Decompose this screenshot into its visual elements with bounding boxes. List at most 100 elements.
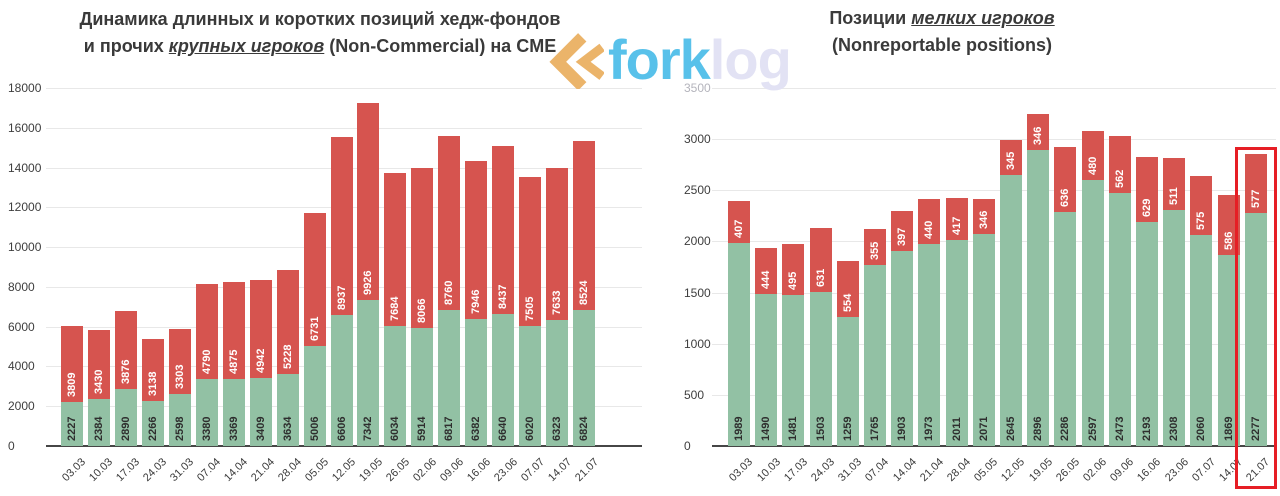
bar-segment-short (1217, 194, 1240, 255)
bar-segment-short (1000, 140, 1022, 176)
bar-value-label-short: 629 (1141, 198, 1153, 217)
gridline (712, 88, 1276, 89)
bar-segment-short (114, 311, 137, 389)
bar-value-label-long: 1973 (923, 416, 936, 441)
y-tick-label: 2000 (8, 399, 35, 414)
bar-value-label-long: 2645 (1005, 416, 1017, 441)
bar-value-label-long: 2896 (1032, 416, 1045, 441)
bar-value-label-short: 636 (1059, 188, 1072, 208)
underlined-large-players: крупных игроков (168, 36, 325, 56)
bar-value-label-long: 1481 (787, 416, 800, 441)
bar-segment-long (1217, 254, 1240, 446)
bar-value-label-short: 511 (1168, 187, 1181, 205)
bar-segment-long (809, 292, 832, 446)
bar-value-label-long: 2011 (950, 417, 963, 441)
bar-segment-short (411, 167, 434, 329)
bar-value-label-short: 345 (1005, 152, 1017, 171)
bar-value-label-short: 355 (869, 242, 881, 261)
x-tick-label: 09.06 (1108, 456, 1137, 484)
bar-value-label-long: 2473 (1113, 416, 1126, 441)
x-tick-label: 28.04 (945, 456, 974, 484)
gridline (712, 190, 1276, 192)
x-tick-label: 19.05 (1026, 456, 1055, 484)
bar-segment-short (195, 283, 218, 379)
bar-value-label-short: 440 (923, 220, 936, 240)
bar-segment-short (519, 177, 542, 327)
bar-segment-short (465, 161, 488, 320)
bar-segment-short (782, 243, 805, 295)
bar-segment-long (945, 240, 968, 446)
bar-segment-short (1163, 157, 1186, 210)
chart-right-title-line2: (Nonreportable positions) (832, 35, 1052, 55)
bar-segment-long (492, 313, 515, 446)
bar-segment-long (519, 326, 542, 446)
y-tick-label: 10000 (8, 240, 42, 255)
bar-segment-short (864, 229, 886, 266)
chart-right-title: Позиции мелких игроков (Nonreportable po… (772, 5, 1112, 59)
bar-segment-short (1190, 176, 1213, 236)
bar-value-label-short: 562 (1113, 169, 1126, 189)
y-tick-label: 3000 (684, 132, 711, 147)
bar-value-label-short: 346 (977, 210, 990, 230)
x-tick-label: 07.07 (1189, 456, 1218, 484)
bar-segment-long (1190, 235, 1213, 446)
bar-segment-short (330, 136, 353, 315)
bar-segment-long (728, 242, 750, 446)
forklog-logo: fork log (546, 28, 792, 92)
bar-value-label-short: 346 (1032, 126, 1045, 145)
bar-value-label-long: 1869 (1222, 416, 1235, 441)
bar-value-label-short: 397 (896, 227, 909, 247)
bar-value-label-short: 407 (733, 219, 745, 238)
bar-segment-long (1136, 221, 1158, 446)
bar-value-label-short: 417 (950, 216, 963, 236)
bar-value-label-long: 2060 (1195, 416, 1208, 441)
bar-segment-short (891, 210, 914, 252)
x-axis-line (46, 445, 642, 447)
bar-value-label-long: 2071 (977, 416, 990, 441)
bar-segment-long (465, 319, 488, 446)
x-tick-label: 17.03 (781, 456, 810, 484)
bar-value-label-long: 2193 (1141, 416, 1153, 441)
bar-value-label-short: 631 (814, 268, 827, 288)
y-tick-label: 0 (684, 439, 691, 453)
bar-segment-long (195, 378, 218, 446)
bar-segment-long (222, 378, 245, 446)
bar-segment-long (1000, 175, 1022, 446)
chart-right-title-line1: Позиции мелких игроков (829, 8, 1055, 28)
x-tick-label: 02.06 (1081, 456, 1110, 484)
fork-arrows-icon (549, 33, 604, 89)
gridline (712, 139, 1276, 141)
x-axis-line (712, 445, 1276, 447)
bar-segment-long (918, 244, 941, 446)
bar-value-label-long: 1765 (869, 416, 881, 441)
bar-segment-long (1108, 193, 1131, 446)
bar-segment-short (1244, 154, 1267, 214)
y-tick-label: 4000 (8, 359, 35, 374)
y-tick-label: 18000 (8, 81, 42, 95)
bar-segment-short (1081, 131, 1104, 181)
x-tick-label: 10.03 (754, 456, 783, 484)
bar-value-label-long: 1903 (896, 416, 909, 441)
gridline (46, 88, 642, 89)
y-tick-label: 500 (684, 387, 705, 402)
bar-segment-short (546, 168, 569, 321)
chart-left-title: Динамика длинных и коротких позиций хедж… (40, 6, 600, 60)
bar-segment-short (87, 330, 110, 399)
bar-value-label-long: 1259 (841, 416, 854, 441)
bar-segment-long (384, 325, 407, 446)
bar-segment-short (249, 279, 272, 379)
x-tick-label: 21.04 (917, 456, 946, 484)
bar-segment-long (330, 314, 353, 446)
chart-left-title-line1: Динамика длинных и коротких позиций хедж… (79, 9, 561, 29)
bar-value-label-long: 2597 (1086, 416, 1099, 441)
bar-segment-short (918, 199, 941, 245)
bar-segment-short (1136, 157, 1158, 222)
bar-segment-long (411, 328, 434, 446)
chart-left-title-line2: и прочих крупных игроков (Non-Commercial… (83, 36, 557, 56)
bar-segment-short (141, 338, 164, 401)
bar-value-label-short: 554 (841, 293, 854, 313)
bar-segment-long (61, 401, 83, 446)
bar-segment-short (573, 140, 596, 311)
